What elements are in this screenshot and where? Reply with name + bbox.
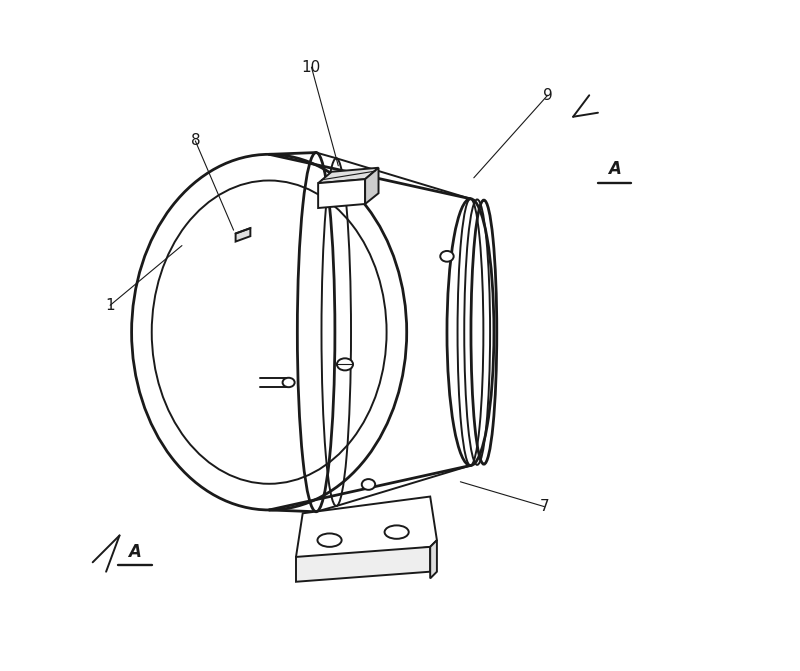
Text: A: A (129, 543, 142, 560)
Polygon shape (430, 540, 437, 578)
Ellipse shape (440, 251, 454, 262)
Ellipse shape (152, 180, 386, 484)
Ellipse shape (318, 533, 342, 547)
Polygon shape (365, 168, 378, 204)
Ellipse shape (362, 479, 375, 490)
Text: A: A (608, 160, 621, 178)
Text: 8: 8 (190, 134, 200, 148)
Ellipse shape (282, 378, 294, 387)
Polygon shape (318, 179, 365, 208)
Ellipse shape (337, 358, 353, 370)
Polygon shape (269, 152, 406, 512)
Text: 7: 7 (539, 499, 549, 514)
Text: 1: 1 (106, 298, 115, 313)
Polygon shape (318, 168, 378, 183)
Polygon shape (269, 154, 494, 510)
Polygon shape (296, 497, 437, 565)
Ellipse shape (385, 525, 409, 539)
Polygon shape (296, 547, 430, 582)
Polygon shape (236, 228, 250, 242)
Polygon shape (336, 158, 494, 506)
Text: 9: 9 (542, 88, 553, 103)
Text: 10: 10 (302, 60, 321, 74)
